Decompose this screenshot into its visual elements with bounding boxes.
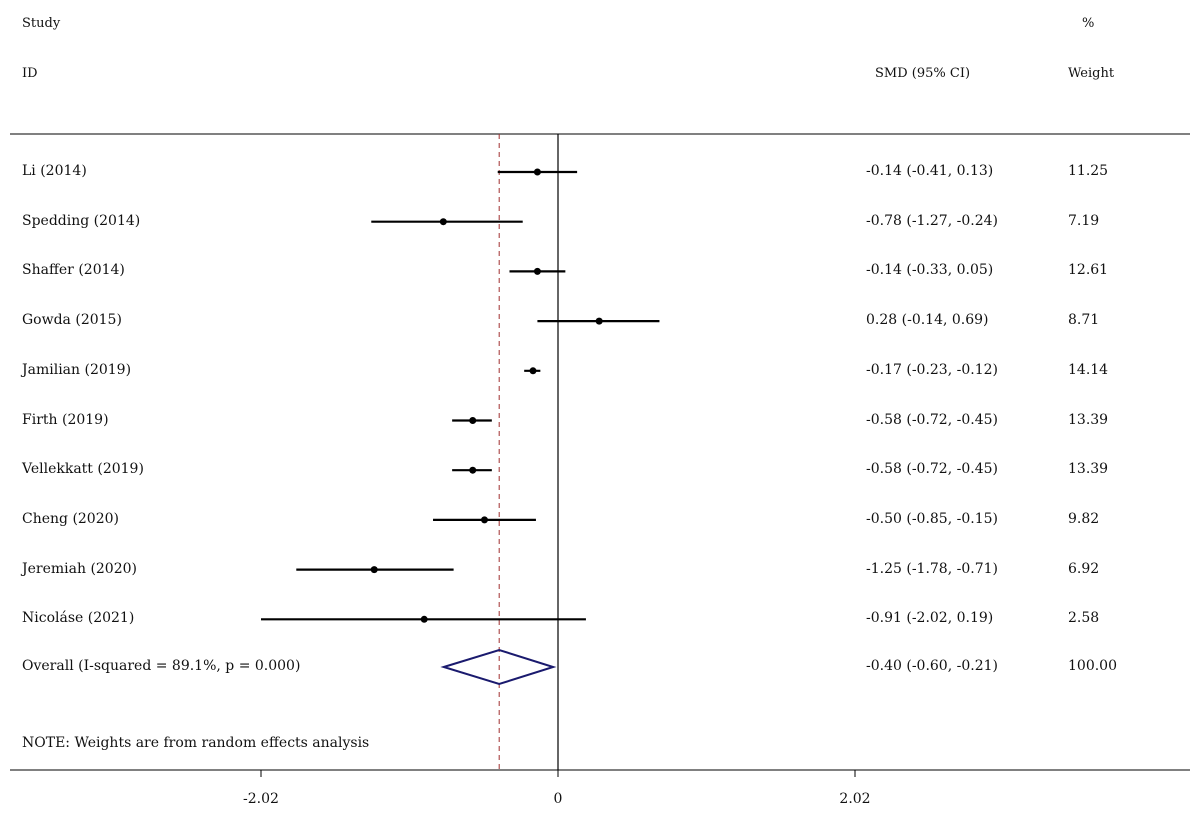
study-name: Gowda (2015) (22, 312, 122, 329)
study-ci-text: 0.28 (-0.14, 0.69) (866, 312, 989, 329)
study-weight: 11.25 (1068, 163, 1109, 179)
note-text: NOTE: Weights are from random effects an… (22, 735, 370, 751)
study-ci-text: -0.17 (-0.23, -0.12) (866, 361, 998, 378)
study-ci-text: -0.78 (-1.27, -0.24) (866, 212, 998, 229)
overall-diamond (440, 648, 557, 686)
study-weight: 12.61 (1068, 262, 1109, 279)
x-tick-label: -2.02 (243, 791, 279, 807)
study-weight: 13.39 (1068, 461, 1109, 478)
study-point (469, 417, 477, 424)
overall-ci-text: -0.40 (-0.60, -0.21) (866, 658, 998, 674)
study-weight: 8.71 (1068, 312, 1100, 329)
study-weight: 6.92 (1068, 560, 1100, 577)
study-name: Cheng (2020) (22, 510, 119, 527)
study-weight: 13.39 (1068, 411, 1109, 428)
study-name: Vellekkatt (2019) (22, 461, 144, 478)
overall-label: Overall (I-squared = 89.1%, p = 0.000) (22, 658, 301, 674)
id-header: ID (22, 66, 38, 81)
study-point (533, 267, 541, 275)
study-name: Shaffer (2014) (22, 262, 125, 279)
study-point (370, 566, 378, 574)
study-weight: 14.14 (1068, 361, 1109, 378)
smd-header: SMD (95% CI) (875, 66, 971, 81)
study-weight: 9.82 (1068, 510, 1100, 527)
study-weight: 2.58 (1068, 610, 1100, 627)
study-name: Jeremiah (2020) (22, 560, 137, 577)
study-name: Li (2014) (22, 163, 87, 179)
study-ci-text: -0.58 (-0.72, -0.45) (866, 411, 998, 428)
study-ci-text: -0.14 (-0.33, 0.05) (866, 262, 994, 279)
overall-weight: 100.00 (1068, 658, 1117, 674)
study-point (529, 367, 537, 375)
study-header: Study (22, 16, 61, 31)
study-point (439, 218, 447, 226)
study-point (533, 168, 541, 176)
study-name: Spedding (2014) (22, 212, 141, 229)
study-ci-text: -1.25 (-1.78, -0.71) (866, 560, 998, 577)
study-weight: 7.19 (1068, 212, 1100, 229)
study-name: Nicoláse (2021) (22, 610, 135, 627)
weight-header: Weight (1068, 66, 1115, 81)
x-tick-label: 0 (553, 791, 563, 807)
study-ci-text: -0.14 (-0.41, 0.13) (866, 163, 994, 179)
study-ci-text: -0.50 (-0.85, -0.15) (866, 510, 998, 527)
study-point (469, 466, 477, 474)
study-name: Jamilian (2019) (22, 361, 132, 378)
x-tick-label: 2.02 (839, 791, 871, 807)
study-point (480, 516, 488, 524)
study-point (595, 317, 603, 325)
study-ci-text: -0.91 (-2.02, 0.19) (866, 610, 994, 627)
study-ci-text: -0.58 (-0.72, -0.45) (866, 461, 998, 478)
study-point (420, 615, 428, 623)
study-name: Firth (2019) (22, 411, 109, 428)
percent-header: % (1082, 16, 1095, 31)
